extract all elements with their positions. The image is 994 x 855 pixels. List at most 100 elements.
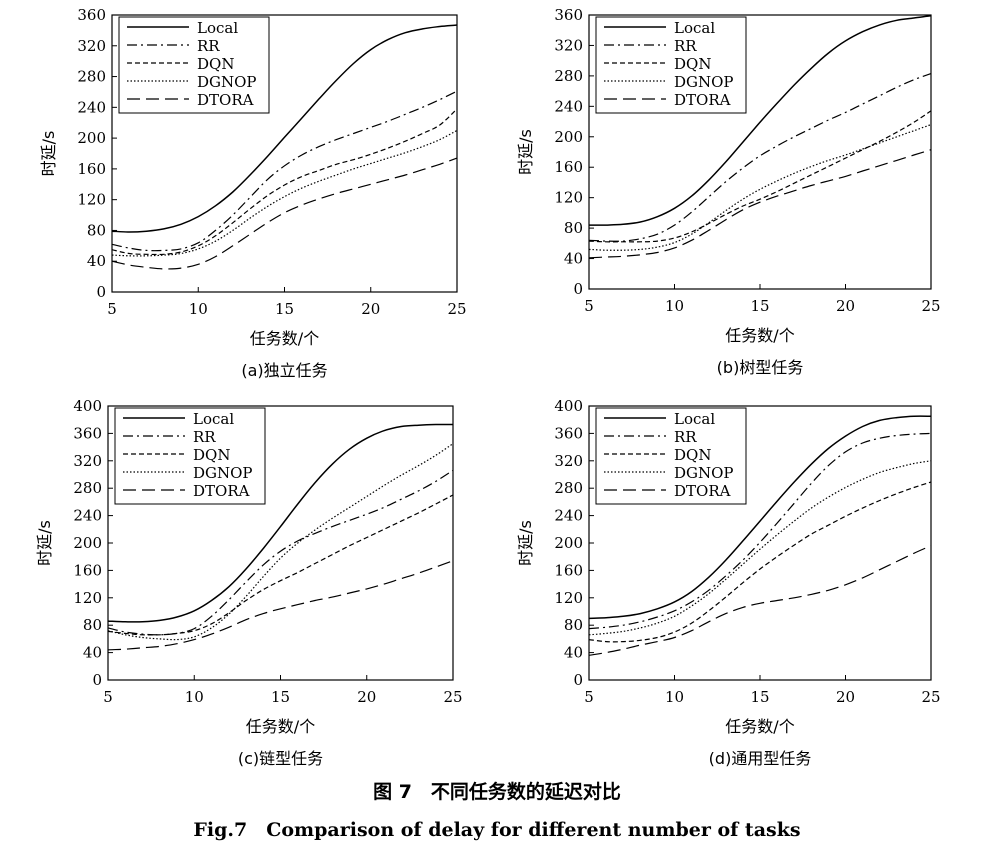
y-tick-label: 320 [73, 452, 102, 470]
legend-label-rr: RR [674, 37, 697, 55]
y-tick-label: 0 [573, 280, 583, 298]
legend-label-dtora: DTORA [193, 482, 250, 500]
y-tick-label: 80 [564, 219, 583, 237]
y-tick-label: 160 [73, 561, 102, 579]
series-line-dgnop [588, 124, 932, 251]
x-tick-label: 10 [665, 297, 684, 315]
y-tick-label: 320 [77, 37, 106, 55]
series-line-dqn [107, 494, 454, 636]
panel-subtitle: (a)独立任务 [241, 361, 327, 380]
y-tick-label: 120 [554, 589, 583, 607]
legend-label-dqn: DQN [674, 446, 711, 464]
y-tick-label: 320 [554, 452, 583, 470]
y-tick-label: 200 [73, 534, 102, 552]
legend-label-local: Local [197, 19, 238, 37]
y-tick-label: 400 [554, 397, 583, 415]
series-line-dtora [111, 157, 458, 270]
x-tick-label: 10 [189, 300, 208, 318]
y-tick-label: 280 [73, 479, 102, 497]
y-tick-label: 0 [573, 671, 583, 689]
legend-label-dgnop: DGNOP [674, 73, 734, 91]
x-axis-label: 任务数/个 [725, 326, 794, 345]
chart-panel-a: 0 40 80 120 160 200 240 280 320 360 5 10 15 20 25 任务数/个… [39, 6, 467, 380]
y-tick-label: 360 [73, 424, 102, 442]
series-line-rr [111, 90, 458, 252]
y-tick-label: 200 [554, 128, 583, 146]
charts-svg: 0 40 80 120 160 200 240 280 320 360 5 10 15 20 25 任务数/个… [35, 6, 941, 768]
y-tick-label: 280 [554, 67, 583, 85]
y-tick-label: 280 [554, 479, 583, 497]
series-line-dqn [588, 481, 932, 643]
legend-label-local: Local [674, 410, 715, 428]
y-tick-label: 120 [73, 589, 102, 607]
panel-subtitle: (d)通用型任务 [709, 749, 812, 768]
legend-label-dqn: DQN [674, 55, 711, 73]
panel-subtitle: (c)链型任务 [238, 749, 323, 768]
x-tick-label: 10 [185, 688, 204, 706]
x-tick-label: 5 [107, 300, 117, 318]
y-tick-label: 160 [554, 158, 583, 176]
x-tick-label: 15 [275, 300, 294, 318]
y-tick-label: 400 [73, 397, 102, 415]
legend-label-dqn: DQN [193, 446, 230, 464]
y-tick-label: 360 [554, 6, 583, 24]
series-line-local [107, 423, 454, 623]
y-tick-label: 200 [77, 129, 106, 147]
x-tick-label: 25 [921, 297, 940, 315]
x-tick-label: 5 [584, 297, 594, 315]
legend-label-dtora: DTORA [674, 91, 731, 109]
x-tick-label: 20 [836, 297, 855, 315]
x-tick-label: 25 [921, 688, 940, 706]
y-tick-label: 0 [92, 671, 102, 689]
series-line-dtora [588, 149, 932, 259]
series-line-dgnop [111, 129, 458, 257]
legend-box [118, 16, 270, 114]
series-line-dqn [111, 108, 458, 256]
y-tick-label: 240 [73, 507, 102, 525]
legend-label-dqn: DQN [197, 55, 234, 73]
series-line-dgnop [588, 460, 932, 636]
y-tick-label: 360 [77, 6, 106, 24]
y-tick-label: 280 [77, 68, 106, 86]
y-tick-label: 40 [87, 252, 106, 270]
series-line-dqn [588, 110, 932, 243]
series-line-rr [588, 432, 932, 630]
y-tick-label: 80 [564, 616, 583, 634]
y-axis-label: 时延/s [516, 129, 535, 175]
legend-box [595, 16, 747, 114]
series-line-rr [107, 469, 454, 636]
y-tick-label: 40 [564, 250, 583, 268]
legend-label-rr: RR [193, 428, 216, 446]
series-line-local [588, 415, 932, 620]
legend-label-rr: RR [197, 37, 220, 55]
y-tick-label: 240 [554, 97, 583, 115]
legend-label-local: Local [674, 19, 715, 37]
y-tick-label: 240 [77, 98, 106, 116]
y-tick-label: 80 [83, 616, 102, 634]
figure-caption-cn: 图 7 不同任务数的延迟对比 [373, 781, 621, 803]
y-tick-label: 120 [554, 189, 583, 207]
series-line-local [588, 15, 932, 226]
legend-label-dtora: DTORA [197, 91, 254, 109]
y-tick-label: 0 [96, 283, 106, 301]
y-tick-label: 40 [83, 644, 102, 662]
legend-label-rr: RR [674, 428, 697, 446]
series-line-rr [588, 73, 932, 242]
chart-panel-b: 0 40 80 120 160 200 240 280 320 360 5 10 15 20 25 任务数/个… [516, 6, 941, 377]
x-tick-label: 15 [750, 297, 769, 315]
y-axis-label: 时延/s [35, 520, 54, 566]
series-line-dtora [588, 545, 932, 656]
x-axis-label: 任务数/个 [246, 717, 315, 736]
x-tick-label: 5 [584, 688, 594, 706]
y-tick-label: 80 [87, 221, 106, 239]
y-tick-label: 200 [554, 534, 583, 552]
x-tick-label: 25 [443, 688, 462, 706]
y-tick-label: 240 [554, 507, 583, 525]
chart-panel-c: 0 40 80 120 160 200 240 280 320 360 400 5 10 15 20 25 任务… [35, 397, 463, 768]
legend-label-dtora: DTORA [674, 482, 731, 500]
x-tick-label: 10 [665, 688, 684, 706]
y-axis-label: 时延/s [39, 131, 58, 177]
legend-box [114, 407, 266, 505]
x-axis-label: 任务数/个 [250, 329, 319, 348]
